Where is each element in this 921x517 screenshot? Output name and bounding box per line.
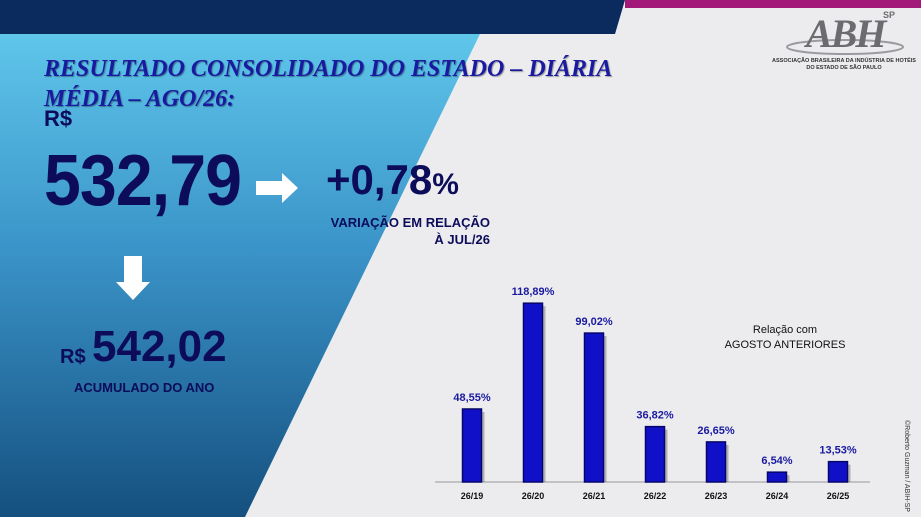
- data-label: 6,54%: [761, 455, 792, 467]
- data-label: 13,53%: [819, 445, 857, 457]
- x-tick-label: 26/21: [583, 491, 606, 501]
- accumulated-value: 542,02: [92, 322, 227, 371]
- legend-line2: AGOSTO ANTERIORES: [724, 339, 846, 351]
- abih-logo-superscript: SP: [883, 10, 896, 20]
- bar-26/21: [583, 332, 605, 483]
- abih-logo: ABH: [806, 11, 886, 56]
- variation-caption: VARIAÇÃO EM RELAÇÃO À JUL/26: [300, 214, 490, 248]
- x-tick-label: 26/19: [461, 491, 484, 501]
- arrow-right-icon: [256, 173, 298, 203]
- logo-subtitle-line1: ASSOCIAÇÃO BRASILEIRA DA INDÚSTRIA DE HO…: [772, 58, 916, 64]
- x-tick-label: 26/25: [827, 491, 850, 501]
- logo-subtitle-line2: DO ESTADO DE SÃO PAULO: [806, 64, 882, 71]
- top-pink-band: [625, 0, 921, 8]
- page-title: RESULTADO CONSOLIDADO DO ESTADO – DIÁRIA…: [44, 56, 612, 112]
- bar-26/24: [766, 471, 788, 483]
- x-tick-label: 26/24: [766, 491, 789, 501]
- variation-value: +0,78%: [326, 156, 459, 204]
- x-tick-label: 26/22: [644, 491, 667, 501]
- abih-logo-subtitle: ASSOCIAÇÃO BRASILEIRA DA INDÚSTRIA DE HO…: [772, 58, 916, 71]
- variation-caption-line1: VARIAÇÃO EM RELAÇÃO: [330, 215, 490, 230]
- logo-swoosh: [786, 39, 904, 55]
- x-tick-label: 26/23: [705, 491, 728, 501]
- chart-legend: Relação com AGOSTO ANTERIORES: [704, 323, 866, 353]
- legend-line1: Relação com: [752, 324, 818, 336]
- bar-26/19: [461, 408, 483, 483]
- data-label: 26,65%: [697, 425, 735, 437]
- average-daily-rate-value: 532,79: [44, 141, 242, 221]
- bar-26/23: [705, 441, 727, 483]
- blue-diagonal-panel: [0, 34, 480, 517]
- top-navy-band: [0, 0, 625, 34]
- bar-26/20: [522, 302, 544, 483]
- variation-caption-line2: À JUL/26: [434, 232, 490, 247]
- photo-credit: ©Roberto Guzman / ABIH-SP: [903, 420, 910, 512]
- data-label: 118,89%: [512, 286, 555, 298]
- x-tick-label: 26/20: [522, 491, 545, 501]
- data-label: 99,02%: [575, 316, 613, 328]
- accumulated-currency: R$: [60, 346, 86, 368]
- currency-label: R$: [44, 106, 73, 131]
- accumulated-caption: ACUMULADO DO ANO: [74, 380, 215, 395]
- arrow-down-icon: [116, 256, 150, 300]
- data-label: 48,55%: [453, 392, 491, 404]
- variation-number: +0,78: [326, 156, 433, 203]
- data-label: 36,82%: [636, 410, 674, 422]
- bar-26/25: [827, 460, 849, 483]
- variation-unit: %: [432, 168, 459, 201]
- bar-26/22: [644, 425, 666, 483]
- bar-chart: 48,55% 26/19 118,89% 26/20 99,02% 26/21 36,82%…: [435, 286, 870, 501]
